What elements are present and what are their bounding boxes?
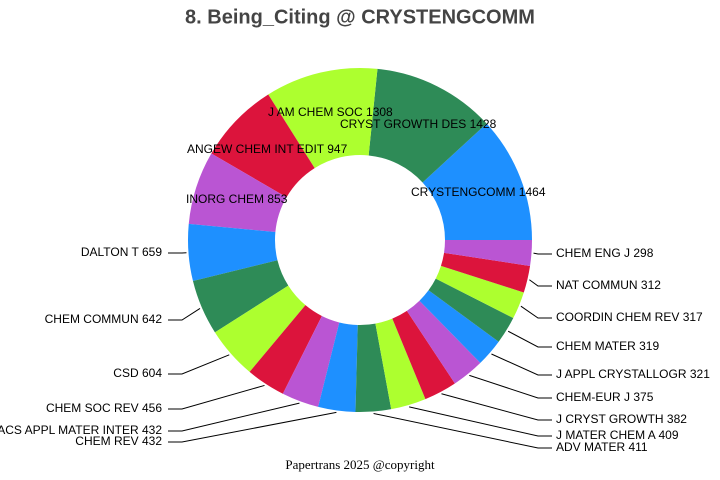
donut-slice: [392, 310, 455, 400]
slice-value: 1308: [366, 105, 393, 119]
leader-line: [168, 354, 230, 375]
donut-slice: [192, 260, 289, 333]
slice-label: J MATER CHEM A 409: [556, 428, 679, 442]
donut-slice: [440, 252, 531, 293]
leader-line: [507, 330, 552, 348]
slice-name: CHEM-EUR J: [556, 390, 630, 404]
slice-label: J APPL CRYSTALLOGR 321: [556, 367, 710, 381]
slice-name: ANGEW CHEM INT EDIT: [187, 142, 325, 156]
leader-line: [168, 307, 201, 321]
donut-slice: [406, 300, 481, 384]
slice-label: NAT COMMUN 312: [556, 278, 661, 292]
slice-name: COORDIN CHEM REV: [556, 310, 679, 324]
donut-slice: [368, 68, 487, 183]
slice-name: CRYST GROWTH DES: [340, 117, 466, 131]
donut-slice: [419, 290, 499, 363]
slices: [188, 68, 532, 412]
slice-name: CRYSTENGCOMM: [411, 185, 515, 199]
leader-line: [168, 384, 265, 410]
slice-value: 312: [641, 278, 661, 292]
slice-name: CHEM REV: [75, 434, 138, 448]
slice-name: ADV MATER: [556, 440, 625, 454]
slice-name: CHEM SOC REV: [46, 401, 139, 415]
donut-slice: [188, 153, 287, 233]
slice-value: 317: [683, 310, 703, 324]
leader-line: [441, 393, 552, 421]
slice-name: CHEM ENG J: [556, 246, 630, 260]
slice-label: INORG CHEM 853: [186, 192, 288, 206]
slice-value: 1428: [470, 117, 497, 131]
slice-name: J AM CHEM SOC: [268, 105, 363, 119]
slice-name: J APPL CRYSTALLOGR: [556, 367, 687, 381]
leader-line: [373, 412, 552, 449]
slice-name: J MATER CHEM A: [556, 428, 656, 442]
slice-name: DALTON T: [81, 245, 140, 259]
slice-name: INORG CHEM: [186, 192, 264, 206]
leader-line: [533, 252, 552, 255]
slice-value: 382: [667, 412, 687, 426]
slice-label: CRYST GROWTH DES 1428: [340, 117, 497, 131]
leader-line: [409, 406, 552, 437]
slice-value: 853: [267, 192, 287, 206]
donut-slice: [435, 265, 524, 319]
slice-label: COORDIN CHEM REV 317: [556, 310, 703, 324]
slice-value: 411: [628, 440, 647, 454]
leader-line: [168, 411, 337, 443]
footer: Papertrans 2025 @copyright: [285, 457, 435, 472]
slice-value: 947: [327, 142, 347, 156]
slice-label: CHEM REV 432: [75, 434, 162, 448]
slice-value: 409: [658, 428, 678, 442]
slice-value: 1464: [519, 185, 546, 199]
slice-value: 432: [142, 423, 162, 437]
slice-label: CHEM COMMUN 642: [45, 312, 163, 326]
slice-label: CHEM MATER 319: [556, 339, 659, 353]
slice-value: 375: [633, 390, 653, 404]
donut-slice: [214, 285, 306, 372]
donut-slice: [318, 322, 358, 412]
slice-name: ACS APPL MATER INTER: [0, 423, 139, 437]
slice-value: 298: [633, 246, 653, 260]
donut-slice: [268, 68, 378, 169]
donut-slice: [282, 315, 340, 407]
slice-name: CSD: [113, 366, 139, 380]
slice-name: CHEM MATER: [556, 339, 636, 353]
slice-label: CHEM SOC REV 456: [46, 401, 162, 415]
slice-label: DALTON T 659: [81, 245, 162, 259]
slice-label: CRYSTENGCOMM 1464: [411, 185, 546, 199]
chart-title: 8. Being_Citing @ CRYSTENGCOMM: [185, 6, 535, 28]
leader-line: [491, 353, 552, 376]
slice-label: CHEM ENG J 298: [556, 246, 654, 260]
donut-slice: [428, 278, 514, 342]
donut-slice: [355, 323, 392, 412]
slice-value: 604: [142, 366, 162, 380]
slice-name: J CRYST GROWTH: [556, 412, 664, 426]
slice-label: J CRYST GROWTH 382: [556, 412, 687, 426]
slice-label: ADV MATER 411: [556, 440, 648, 454]
donut-slice: [211, 94, 315, 198]
slice-label: ANGEW CHEM INT EDIT 947: [187, 142, 348, 156]
donut-slice: [375, 318, 426, 410]
donut-slice: [249, 305, 322, 394]
slice-value: 321: [690, 367, 710, 381]
slice-label: CSD 604: [113, 366, 162, 380]
slice-label: J AM CHEM SOC 1308: [268, 105, 393, 119]
leader-line: [469, 374, 552, 399]
leader-line: [520, 305, 552, 319]
donut-slice: [444, 240, 532, 266]
slice-value: 432: [142, 434, 162, 448]
slice-value: 642: [142, 312, 162, 326]
slice-label: CHEM-EUR J 375: [556, 390, 654, 404]
leader-line: [168, 402, 300, 432]
donut-slice: [422, 123, 532, 240]
slice-name: NAT COMMUN: [556, 278, 638, 292]
slice-label: ACS APPL MATER INTER 432: [0, 423, 162, 437]
leader-line: [529, 279, 552, 287]
slice-value: 659: [142, 245, 162, 259]
slice-value: 319: [639, 339, 659, 353]
donut-slice: [188, 223, 278, 282]
slice-value: 456: [142, 401, 162, 415]
slice-name: CHEM COMMUN: [45, 312, 139, 326]
